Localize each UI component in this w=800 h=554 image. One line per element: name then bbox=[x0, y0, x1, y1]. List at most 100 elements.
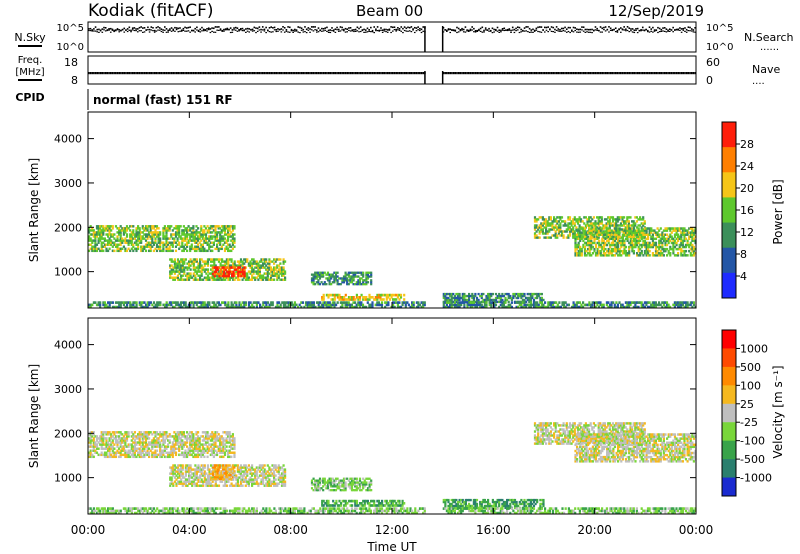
heatmap-cell bbox=[206, 249, 209, 253]
freq-point bbox=[218, 72, 220, 75]
heatmap-cell bbox=[583, 252, 587, 255]
freq-point bbox=[449, 72, 452, 75]
noise-point bbox=[515, 27, 517, 30]
heatmap-cell bbox=[110, 437, 113, 440]
heatmap-cell bbox=[513, 292, 517, 296]
freq-point bbox=[120, 72, 122, 75]
heatmap-cell bbox=[228, 268, 232, 271]
freq-point bbox=[674, 72, 676, 75]
heatmap-cell bbox=[330, 275, 333, 278]
freq-point bbox=[116, 72, 119, 75]
heatmap-cell bbox=[606, 243, 609, 247]
heatmap-cell bbox=[379, 296, 382, 299]
freq-point bbox=[628, 72, 631, 75]
heatmap-cell bbox=[144, 239, 148, 242]
heatmap-cell bbox=[692, 247, 695, 251]
heatmap-cell bbox=[623, 249, 626, 253]
heatmap-cell bbox=[262, 301, 265, 304]
heatmap-cell bbox=[113, 453, 116, 457]
heatmap-cell bbox=[362, 275, 365, 278]
heatmap-cell bbox=[130, 225, 133, 228]
heatmap-cell bbox=[678, 229, 681, 232]
noise-point bbox=[402, 32, 404, 34]
heatmap-cell bbox=[536, 305, 539, 309]
heatmap-cell bbox=[673, 303, 676, 307]
heatmap-cell bbox=[232, 262, 235, 265]
heatmap-cell bbox=[154, 239, 157, 242]
freq-point bbox=[236, 72, 239, 75]
heatmap-cell bbox=[667, 239, 670, 243]
heatmap-cell bbox=[642, 224, 645, 227]
heatmap-cell bbox=[618, 239, 621, 243]
heatmap-cell bbox=[675, 227, 678, 230]
heatmap-cell bbox=[225, 225, 228, 228]
heatmap-cell bbox=[502, 294, 505, 298]
heatmap-cell bbox=[502, 303, 505, 307]
heatmap-cell bbox=[395, 301, 398, 304]
noise-point bbox=[645, 29, 647, 31]
heatmap-cell bbox=[167, 229, 170, 232]
noise-point bbox=[272, 31, 274, 33]
noise-point bbox=[214, 26, 217, 28]
freq-point bbox=[231, 72, 234, 75]
heatmap-cell bbox=[91, 229, 94, 232]
heatmap-cell bbox=[146, 235, 149, 238]
noise-point bbox=[442, 31, 445, 33]
heatmap-cell bbox=[658, 243, 661, 247]
freq-point bbox=[579, 72, 582, 75]
heatmap-cell bbox=[479, 305, 482, 309]
heatmap-cell bbox=[320, 303, 323, 307]
noise-point bbox=[533, 29, 536, 32]
heatmap-cell bbox=[116, 449, 119, 452]
noise-point bbox=[273, 26, 276, 29]
heatmap-cell bbox=[113, 237, 116, 240]
heatmap-cell bbox=[214, 239, 217, 242]
heatmap-cell bbox=[637, 249, 640, 253]
heatmap-cell bbox=[246, 260, 249, 263]
heatmap-cell bbox=[231, 239, 234, 242]
heatmap-cell bbox=[333, 298, 336, 301]
heatmap-cell bbox=[587, 239, 590, 243]
heatmap-cell bbox=[224, 274, 227, 278]
noise-point bbox=[331, 27, 333, 29]
heatmap-cell bbox=[379, 298, 382, 301]
heatmap-cell bbox=[103, 431, 106, 434]
heatmap-cell bbox=[224, 303, 227, 307]
heatmap-cell bbox=[574, 235, 577, 238]
noise-point bbox=[109, 31, 112, 33]
heatmap-cell bbox=[108, 437, 111, 440]
heatmap-cell bbox=[494, 292, 498, 296]
heatmap-cell bbox=[197, 278, 200, 281]
heatmap-cell bbox=[631, 227, 634, 230]
heatmap-cell bbox=[673, 305, 676, 309]
heatmap-cell bbox=[227, 276, 230, 279]
heatmap-cell bbox=[654, 243, 658, 247]
heatmap-cell bbox=[127, 301, 130, 304]
noise-point bbox=[469, 28, 472, 31]
heatmap-cell bbox=[515, 305, 518, 309]
freq-point bbox=[520, 72, 522, 75]
heatmap-cell bbox=[661, 237, 664, 241]
heatmap-cell bbox=[553, 234, 556, 237]
heatmap-cell bbox=[243, 268, 246, 271]
heatmap-cell bbox=[667, 237, 670, 241]
noise-point bbox=[625, 28, 627, 30]
heatmap-cell bbox=[328, 283, 331, 286]
noise-point bbox=[339, 30, 342, 32]
noise-point bbox=[164, 26, 166, 28]
heatmap-cell bbox=[268, 305, 271, 309]
noise-point bbox=[343, 28, 345, 31]
heatmap-cell bbox=[574, 303, 577, 307]
heatmap-cell bbox=[567, 216, 570, 219]
heatmap-cell bbox=[549, 222, 552, 225]
noise-point bbox=[635, 28, 637, 30]
heatmap-cell bbox=[659, 249, 662, 253]
heatmap-cell bbox=[370, 279, 373, 282]
heatmap-cell bbox=[175, 303, 178, 307]
noise-point bbox=[370, 26, 372, 29]
heatmap-cell bbox=[103, 301, 106, 304]
noise-point bbox=[452, 30, 455, 32]
heatmap-cell bbox=[170, 243, 173, 246]
heatmap-cell bbox=[95, 233, 99, 236]
noise-point bbox=[684, 27, 686, 29]
